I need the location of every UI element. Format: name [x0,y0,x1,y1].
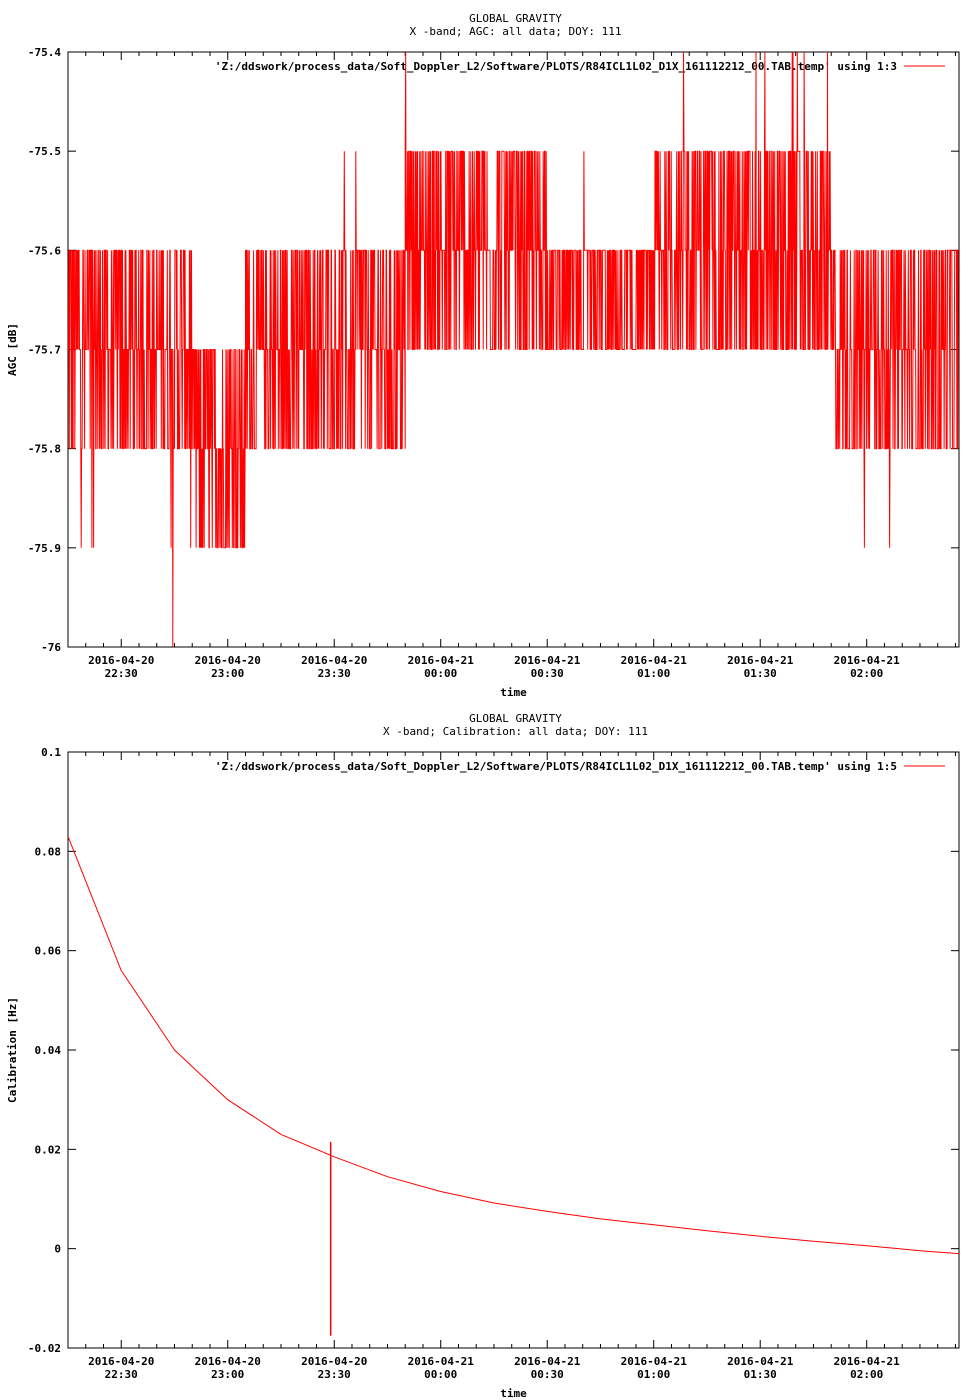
chart1-xtick-time: 01:00 [637,667,670,680]
chart1-xtick-time: 02:00 [850,667,883,680]
chart1-ytick-label: -75.7 [28,344,61,357]
chart2-xtick-date: 2016-04-21 [514,1355,581,1368]
chart2-xtick-time: 23:30 [318,1368,351,1381]
chart1-xtick-date: 2016-04-21 [514,654,581,667]
chart2-xtick-time: 02:00 [850,1368,883,1381]
chart1-xlabel: time [500,686,527,699]
chart1-xtick-time: 01:30 [744,667,777,680]
chart1-ytick-label: -76 [41,641,61,654]
chart1-title: GLOBAL GRAVITY [469,12,562,25]
chart1-ytick-label: -75.6 [28,244,61,257]
chart2-ylabel: Calibration [Hz] [6,997,19,1103]
chart2-ytick-label: 0 [54,1243,61,1256]
chart2-legend-label: 'Z:/ddswork/process_data/Soft_Doppler_L2… [215,760,897,773]
chart2-ytick-label: 0.08 [35,845,62,858]
chart1-xtick-date: 2016-04-21 [408,654,475,667]
chart2-xtick-date: 2016-04-21 [727,1355,794,1368]
chart2-title: GLOBAL GRAVITY [469,712,562,725]
chart1-xtick-time: 22:30 [105,667,138,680]
chart2-xtick-date: 2016-04-21 [834,1355,901,1368]
chart2-xtick-date: 2016-04-20 [301,1355,367,1368]
chart2-ytick-label: 0.02 [35,1143,62,1156]
chart2-xtick-time: 23:00 [211,1368,244,1381]
chart1-xtick-time: 23:00 [211,667,244,680]
chart1-series-agc [68,52,959,647]
chart2-xtick-time: 00:30 [531,1368,564,1381]
chart1-xtick-date: 2016-04-21 [727,654,794,667]
chart1-xtick-time: 00:30 [531,667,564,680]
chart1-ytick-label: -75.5 [28,145,61,158]
chart2-xtick-time: 01:30 [744,1368,777,1381]
chart2-xtick-time: 22:30 [105,1368,138,1381]
chart2-xtick-date: 2016-04-20 [88,1355,154,1368]
chart2-ytick-label: 0.1 [41,746,61,759]
chart1-legend-label: 'Z:/ddswork/process_data/Soft_Doppler_L2… [215,60,897,73]
chart1-ylabel: AGC [dB] [6,323,19,376]
chart2-xtick-time: 00:00 [424,1368,457,1381]
chart2-ytick-label: 0.06 [35,945,62,958]
chart2-ytick-label: -0.02 [28,1342,61,1355]
chart2-subtitle: X -band; Calibration: all data; DOY: 111 [383,725,648,738]
chart2-xtick-date: 2016-04-21 [621,1355,688,1368]
chart2-xlabel: time [500,1387,527,1400]
chart1-xtick-date: 2016-04-21 [834,654,901,667]
chart2-xtick-date: 2016-04-21 [408,1355,475,1368]
chart1-xtick-date: 2016-04-21 [621,654,688,667]
chart2-xtick-date: 2016-04-20 [195,1355,261,1368]
chart2-ytick-label: 0.04 [35,1044,62,1057]
chart1-ytick-label: -75.9 [28,542,61,555]
chart2-frame [67,751,960,1349]
chart1-xtick-date: 2016-04-20 [195,654,261,667]
chart1-xtick-date: 2016-04-20 [301,654,367,667]
chart1-ytick-label: -75.4 [28,46,61,59]
chart1-xtick-date: 2016-04-20 [88,654,154,667]
chart2-xtick-time: 01:00 [637,1368,670,1381]
chart1-xtick-time: 23:30 [318,667,351,680]
chart1-xtick-time: 00:00 [424,667,457,680]
chart1-ytick-label: -75.8 [28,443,61,456]
chart2-series-calibration [68,836,959,1255]
chart1-subtitle: X -band; AGC: all data; DOY: 111 [410,25,622,38]
